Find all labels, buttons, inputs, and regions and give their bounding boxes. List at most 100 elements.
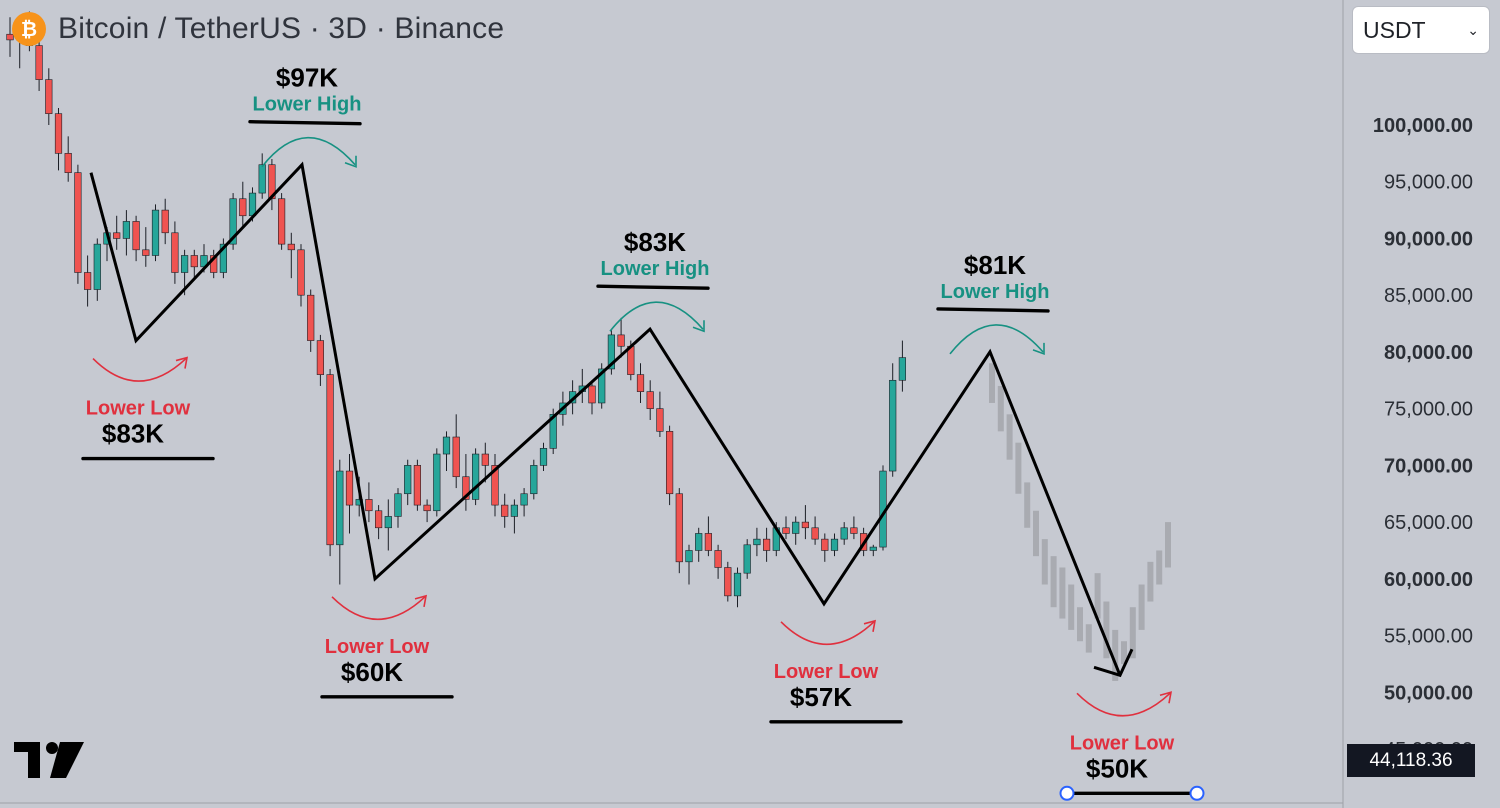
candle-body [704, 533, 712, 551]
candle-body [384, 516, 392, 529]
candle-body [617, 334, 625, 347]
candle-body [743, 544, 751, 574]
candle-body [452, 436, 460, 478]
bitcoin-icon: ₿ [12, 12, 46, 46]
candle-body [501, 504, 509, 517]
candle-body [171, 232, 179, 273]
drawing-handle[interactable] [1189, 785, 1205, 801]
candle [869, 544, 877, 557]
candle [316, 334, 325, 386]
candle [54, 107, 63, 171]
price-tick-label[interactable]: 70,000.00 [1384, 455, 1473, 477]
candle-body [74, 172, 82, 273]
candle-body [491, 465, 499, 506]
tradingview-logo[interactable] [14, 742, 84, 778]
candle [588, 380, 596, 415]
candle-body [782, 527, 790, 534]
candle [35, 34, 43, 91]
candle [704, 516, 712, 557]
candle-body [336, 470, 344, 546]
candle [384, 499, 392, 551]
candle [617, 317, 625, 358]
price-tick-label[interactable]: 60,000.00 [1384, 569, 1473, 591]
projection-bar [1041, 539, 1048, 585]
price-tick-label[interactable]: 95,000.00 [1384, 172, 1473, 194]
candle-body [326, 374, 334, 546]
candle-body [54, 113, 63, 154]
candle [462, 454, 470, 511]
candle-body [442, 436, 451, 455]
candle [850, 516, 858, 540]
price-tick-label[interactable]: 75,000.00 [1384, 399, 1473, 421]
candle-body [471, 453, 480, 500]
candle [423, 499, 431, 523]
candle [442, 431, 451, 472]
annotation-price: $57K [790, 682, 852, 712]
candle-body [374, 510, 383, 529]
candle-body [520, 493, 528, 506]
candle [636, 363, 645, 403]
price-tick-label[interactable]: 50,000.00 [1384, 682, 1473, 704]
candle [530, 459, 538, 500]
level-underline [248, 120, 362, 126]
level-underline [596, 284, 710, 290]
annotation-label: Lower Low [86, 398, 191, 420]
candle-body [161, 209, 169, 234]
projection-bar [1033, 510, 1039, 557]
lower-high-annotation: Lower High$81K [936, 250, 1050, 356]
candle-body [287, 243, 295, 251]
price-tick-label[interactable]: 80,000.00 [1384, 342, 1473, 364]
price-tick-label[interactable]: 55,000.00 [1384, 626, 1473, 648]
annotation-label: Lower High [601, 258, 710, 280]
candle-body [685, 550, 693, 563]
candle [394, 488, 402, 528]
projection-bar [1015, 442, 1022, 494]
candle [714, 544, 722, 579]
candle [171, 221, 179, 284]
annotation-label: Lower Low [325, 636, 430, 658]
price-tick-label[interactable]: 100,000.00 [1373, 115, 1473, 137]
currency-select[interactable]: USDT ⌄ [1352, 6, 1490, 54]
arrow-head-icon [175, 356, 189, 369]
candle-body [598, 368, 606, 404]
candle-body [656, 408, 664, 432]
candle [365, 482, 373, 523]
candle-body [239, 198, 247, 217]
annotation-price: $50K [1086, 753, 1148, 783]
projection-bar [1024, 482, 1031, 528]
candle-body [93, 243, 101, 290]
candle-body [84, 272, 92, 290]
candle-body [762, 538, 771, 551]
candle-body [307, 294, 315, 341]
candle [665, 425, 674, 506]
candle [889, 363, 897, 477]
candle [510, 499, 519, 534]
arrow-head-icon [692, 320, 705, 333]
candle-body [345, 470, 354, 506]
candle-body [665, 431, 674, 495]
annotation-price: $60K [341, 657, 403, 687]
candle [811, 516, 819, 545]
price-tick-label[interactable]: 65,000.00 [1384, 512, 1473, 534]
candle-body [869, 546, 877, 551]
arrow-head-icon [863, 619, 877, 632]
projection-bar [1077, 607, 1083, 642]
candle-body [510, 504, 519, 517]
candle-body [481, 453, 489, 466]
candle-body [248, 192, 257, 217]
symbol-header: ₿ Bitcoin / TetherUS · 3D · Binance [12, 12, 504, 46]
candle [229, 193, 237, 250]
candle [161, 198, 169, 245]
price-tick-label[interactable]: 90,000.00 [1384, 228, 1473, 250]
candle [336, 459, 344, 585]
candle-body [113, 232, 121, 239]
candle [239, 181, 247, 228]
candle-body [394, 493, 402, 517]
candle-body [297, 249, 305, 296]
candle [307, 289, 315, 352]
price-tick-label[interactable]: 85,000.00 [1384, 285, 1473, 307]
drawing-handle[interactable] [1059, 785, 1075, 801]
candle [675, 488, 683, 574]
currency-value: USDT [1363, 16, 1426, 43]
